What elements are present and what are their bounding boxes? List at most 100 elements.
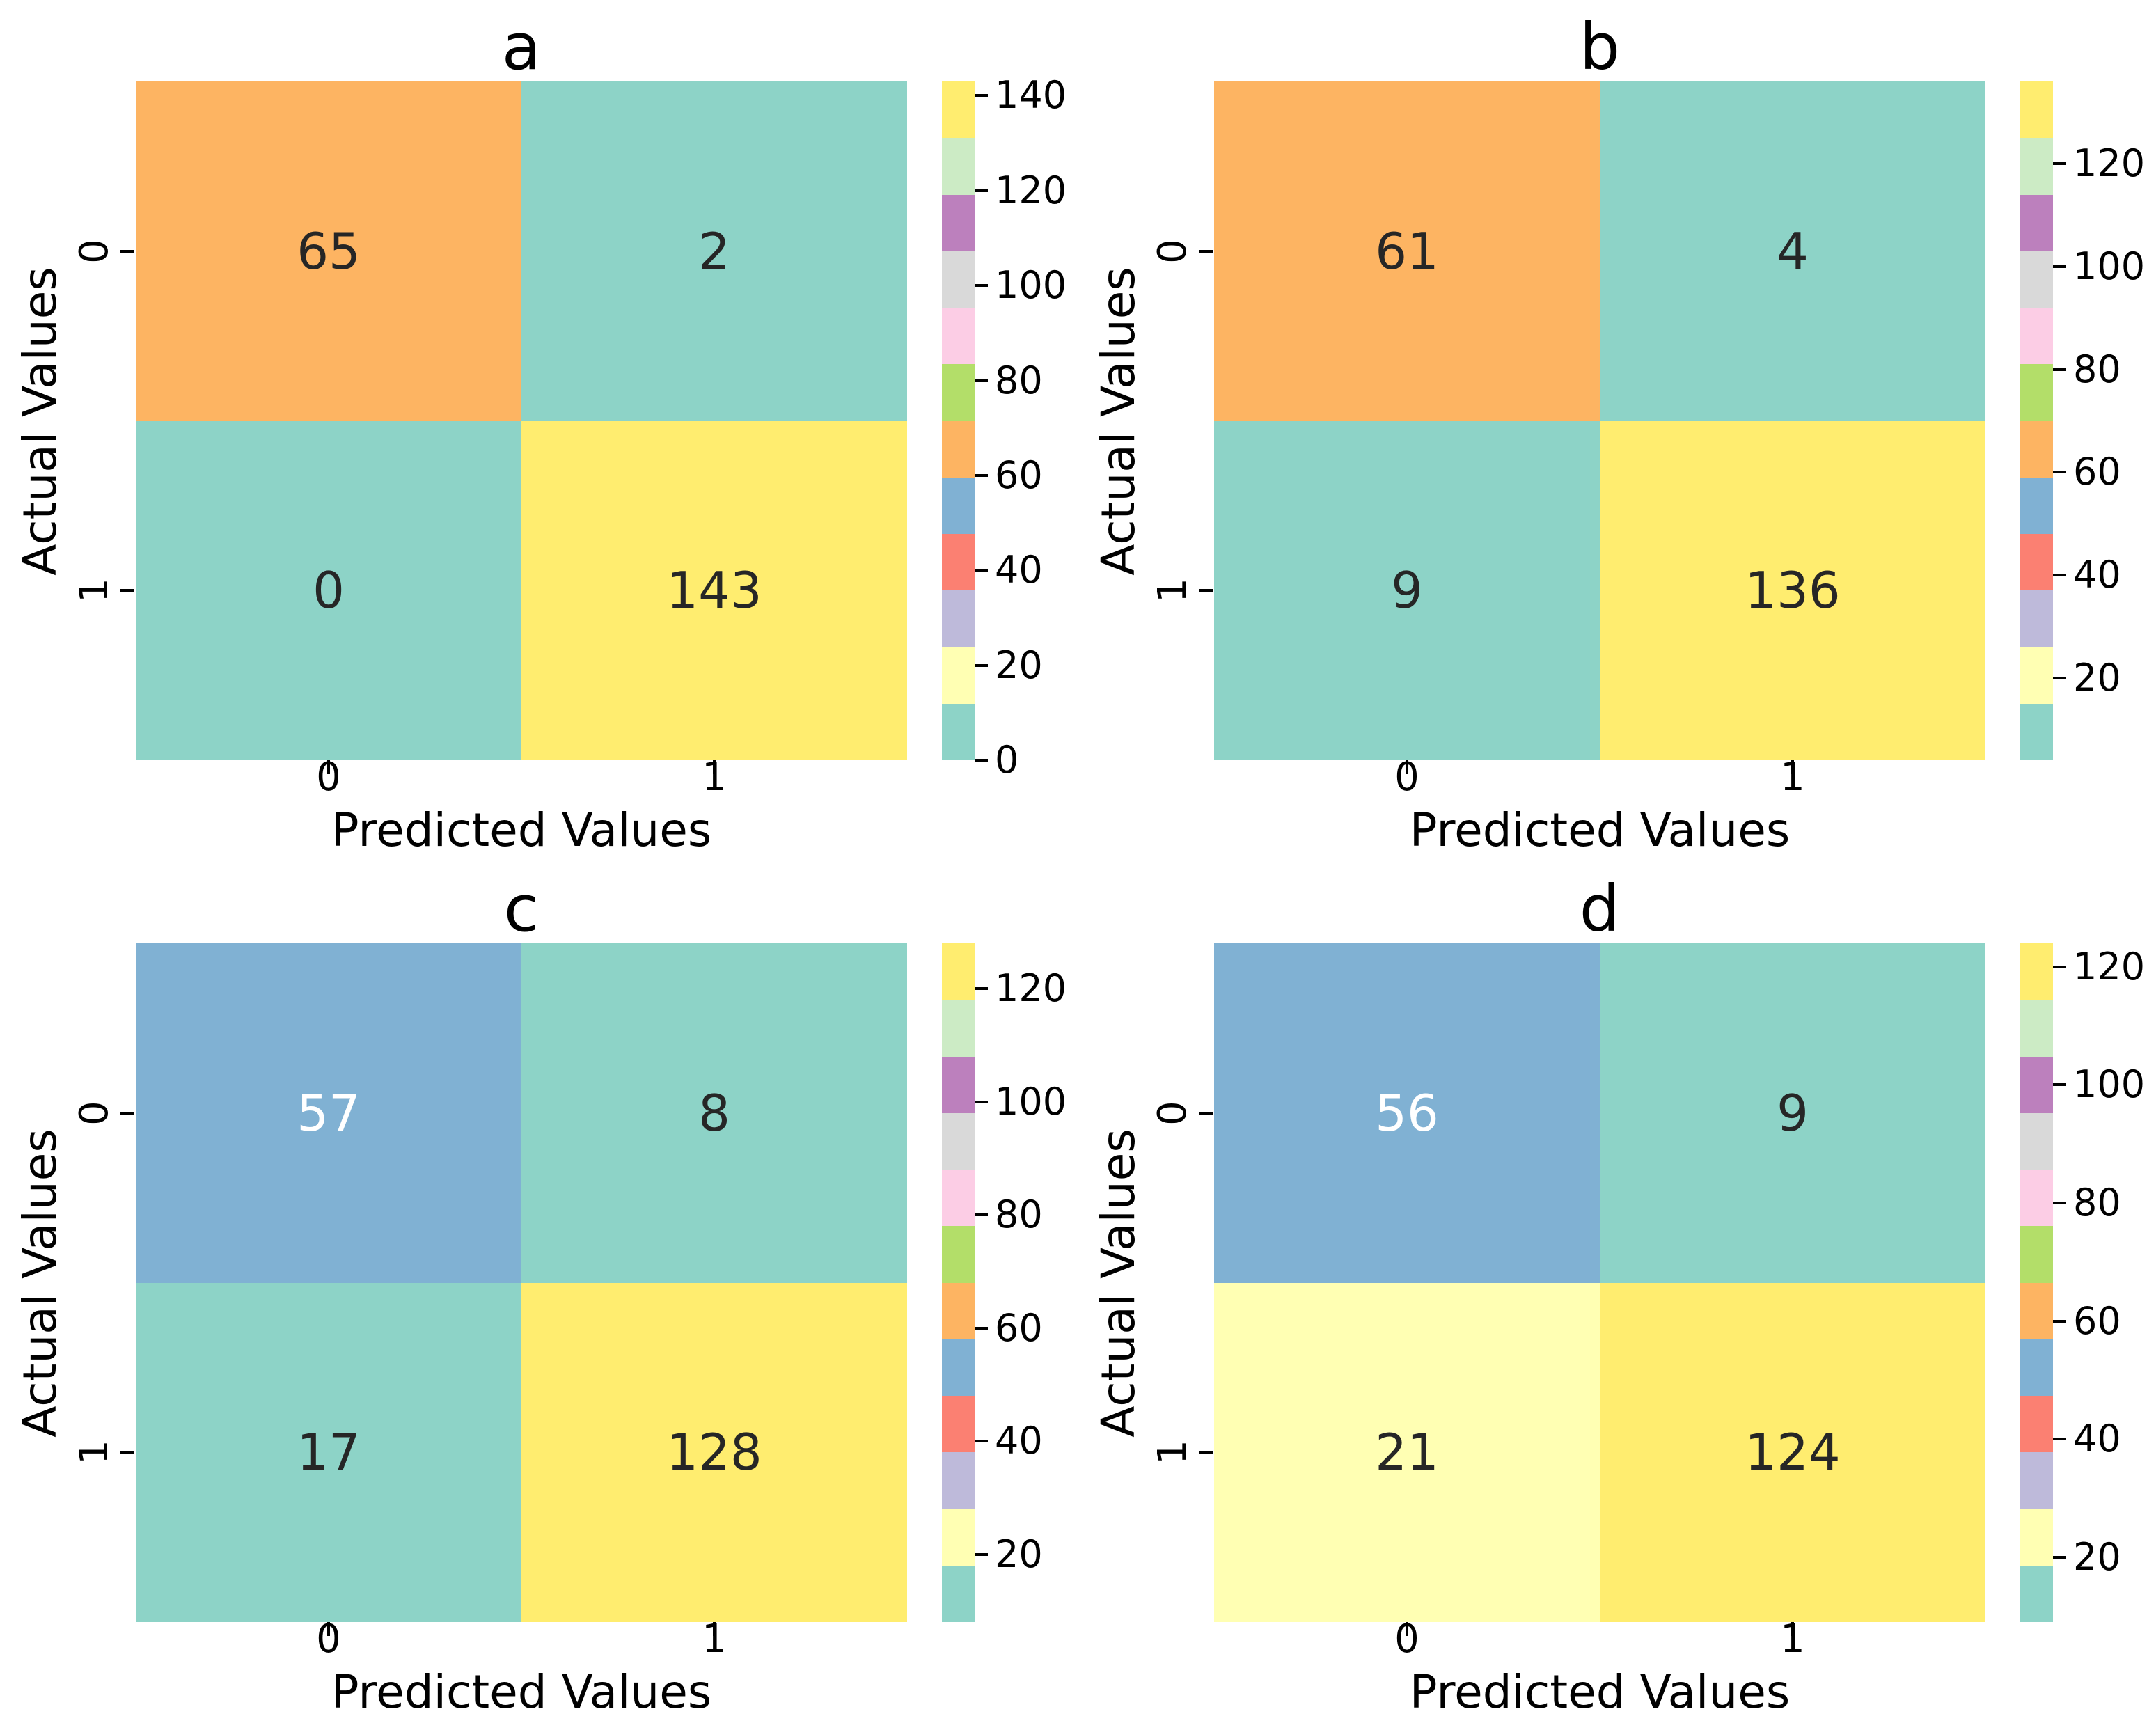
colorbar-segment (2020, 363, 2053, 421)
heatmap-cell-r0c0: 61 (1214, 81, 1600, 421)
colorbar-segment (942, 1395, 975, 1453)
colorbar-tick-label: 80 (995, 1193, 1043, 1236)
heatmap-cell-r1c0: 21 (1214, 1282, 1600, 1622)
y-tick-label: 0 (1150, 1100, 1195, 1126)
y-tick-label: 1 (1150, 578, 1195, 604)
colorbar-tick-mark (2053, 471, 2066, 474)
cell-value: 2 (698, 221, 730, 281)
colorbar-segment (2020, 1056, 2053, 1113)
colorbar-tick-label: 60 (995, 453, 1043, 497)
colorbar-tick-label: 60 (2073, 450, 2121, 494)
colorbar-segment (942, 137, 975, 195)
x-tick-mark (713, 760, 716, 774)
colorbar-tick-mark (2053, 1083, 2066, 1087)
colorbar-segment (942, 81, 975, 139)
colorbar-tick-label: 0 (995, 738, 1019, 782)
x-tick-label: 0 (316, 755, 341, 800)
colorbar-segment (2020, 194, 2053, 251)
colorbar-segment (2020, 703, 2053, 760)
colorbar-segment (2020, 1112, 2053, 1170)
subplot-title: a (501, 10, 542, 84)
x-tick-label: 1 (1780, 1616, 1805, 1662)
colorbar-segment (2020, 1451, 2053, 1509)
colorbar-segment (942, 420, 975, 478)
colorbar-tick-label: 120 (2073, 944, 2146, 989)
subplot-c: c 57 8 17 128 0 1 0 1 Predicted Values Actual Valu… (0, 862, 1078, 1723)
colorbar-tick-label: 80 (995, 358, 1043, 402)
colorbar-tick-mark (975, 1213, 988, 1216)
heatmap-cell-r0c1: 2 (521, 81, 907, 421)
heatmap-cell-r0c1: 4 (1600, 81, 1985, 421)
cell-value: 124 (1745, 1423, 1841, 1482)
x-tick-label: 0 (1394, 1616, 1419, 1662)
colorbar-tick-mark (975, 284, 988, 288)
colorbar-segment (942, 1056, 975, 1113)
colorbar-tick-mark (975, 663, 988, 667)
heatmap-cell-r0c0: 57 (136, 943, 521, 1283)
colorbar-tick-label: 20 (2073, 1534, 2121, 1579)
colorbar-segment (942, 194, 975, 251)
cell-value: 8 (698, 1083, 730, 1142)
colorbar-tick-label: 120 (995, 168, 1067, 212)
colorbar-tick-mark (2053, 574, 2066, 577)
subplot-title: b (1579, 10, 1621, 84)
colorbar (942, 81, 975, 760)
x-tick-mark (1791, 1622, 1794, 1636)
x-tick-label: 0 (316, 1616, 341, 1662)
colorbar-segment (942, 477, 975, 534)
x-axis-label: Predicted Values (331, 1665, 712, 1719)
colorbar-segment (2020, 1395, 2053, 1453)
heatmap-cell-r0c0: 65 (136, 81, 521, 421)
colorbar-tick-mark (975, 1552, 988, 1556)
colorbar-segment (2020, 647, 2053, 704)
colorbar-tick-mark (2053, 1438, 2066, 1441)
heatmap-cell-r1c1: 128 (521, 1282, 907, 1622)
colorbar-segment (942, 1451, 975, 1509)
colorbar-segment (2020, 999, 2053, 1057)
x-tick-mark (1791, 760, 1794, 774)
heatmap-cell-r1c0: 9 (1214, 420, 1600, 760)
colorbar-tick-mark (975, 1326, 988, 1330)
y-tick-label: 0 (72, 1100, 117, 1126)
colorbar-segment (942, 307, 975, 365)
heatmap-cell-r1c0: 0 (136, 420, 521, 760)
colorbar-segment (942, 1339, 975, 1396)
y-tick-mark (120, 1451, 134, 1454)
colorbar-segment (2020, 1169, 2053, 1227)
colorbar-segment (942, 999, 975, 1057)
colorbar-segment (942, 1225, 975, 1283)
colorbar-tick-label: 40 (995, 1419, 1043, 1463)
x-axis-label: Predicted Values (331, 803, 712, 857)
heatmap: 65 2 0 143 (136, 81, 907, 760)
colorbar-tick-label: 100 (2073, 244, 2146, 288)
heatmap-cell-r0c0: 56 (1214, 943, 1600, 1283)
colorbar-segment (2020, 1509, 2053, 1566)
heatmap-cell-r1c1: 136 (1600, 420, 1985, 760)
colorbar-tick-mark (975, 379, 988, 382)
colorbar-tick-mark (975, 189, 988, 192)
colorbar-segment (2020, 1225, 2053, 1283)
colorbar-segment (942, 943, 975, 1000)
colorbar-tick-mark (2053, 368, 2066, 371)
colorbar-tick-label: 40 (2073, 553, 2121, 597)
colorbar-segment (2020, 307, 2053, 365)
colorbar-tick-label: 100 (2073, 1062, 2146, 1107)
x-tick-label: 1 (702, 1616, 727, 1662)
colorbar-segment (2020, 943, 2053, 1000)
colorbar-tick-mark (2053, 676, 2066, 679)
subplot-title: d (1579, 872, 1621, 946)
colorbar-segment (942, 1112, 975, 1170)
colorbar-segment (2020, 533, 2053, 591)
colorbar-tick-mark (2053, 1319, 2066, 1323)
y-tick-mark (1199, 249, 1213, 253)
colorbar-segment (2020, 251, 2053, 308)
colorbar-segment (2020, 477, 2053, 534)
colorbar (2020, 81, 2053, 760)
y-axis-label: Actual Values (1092, 266, 1145, 576)
x-tick-mark (327, 1622, 330, 1636)
colorbar-tick-mark (975, 94, 988, 97)
colorbar-segment (2020, 420, 2053, 478)
x-tick-mark (713, 1622, 716, 1636)
x-tick-mark (327, 760, 330, 774)
